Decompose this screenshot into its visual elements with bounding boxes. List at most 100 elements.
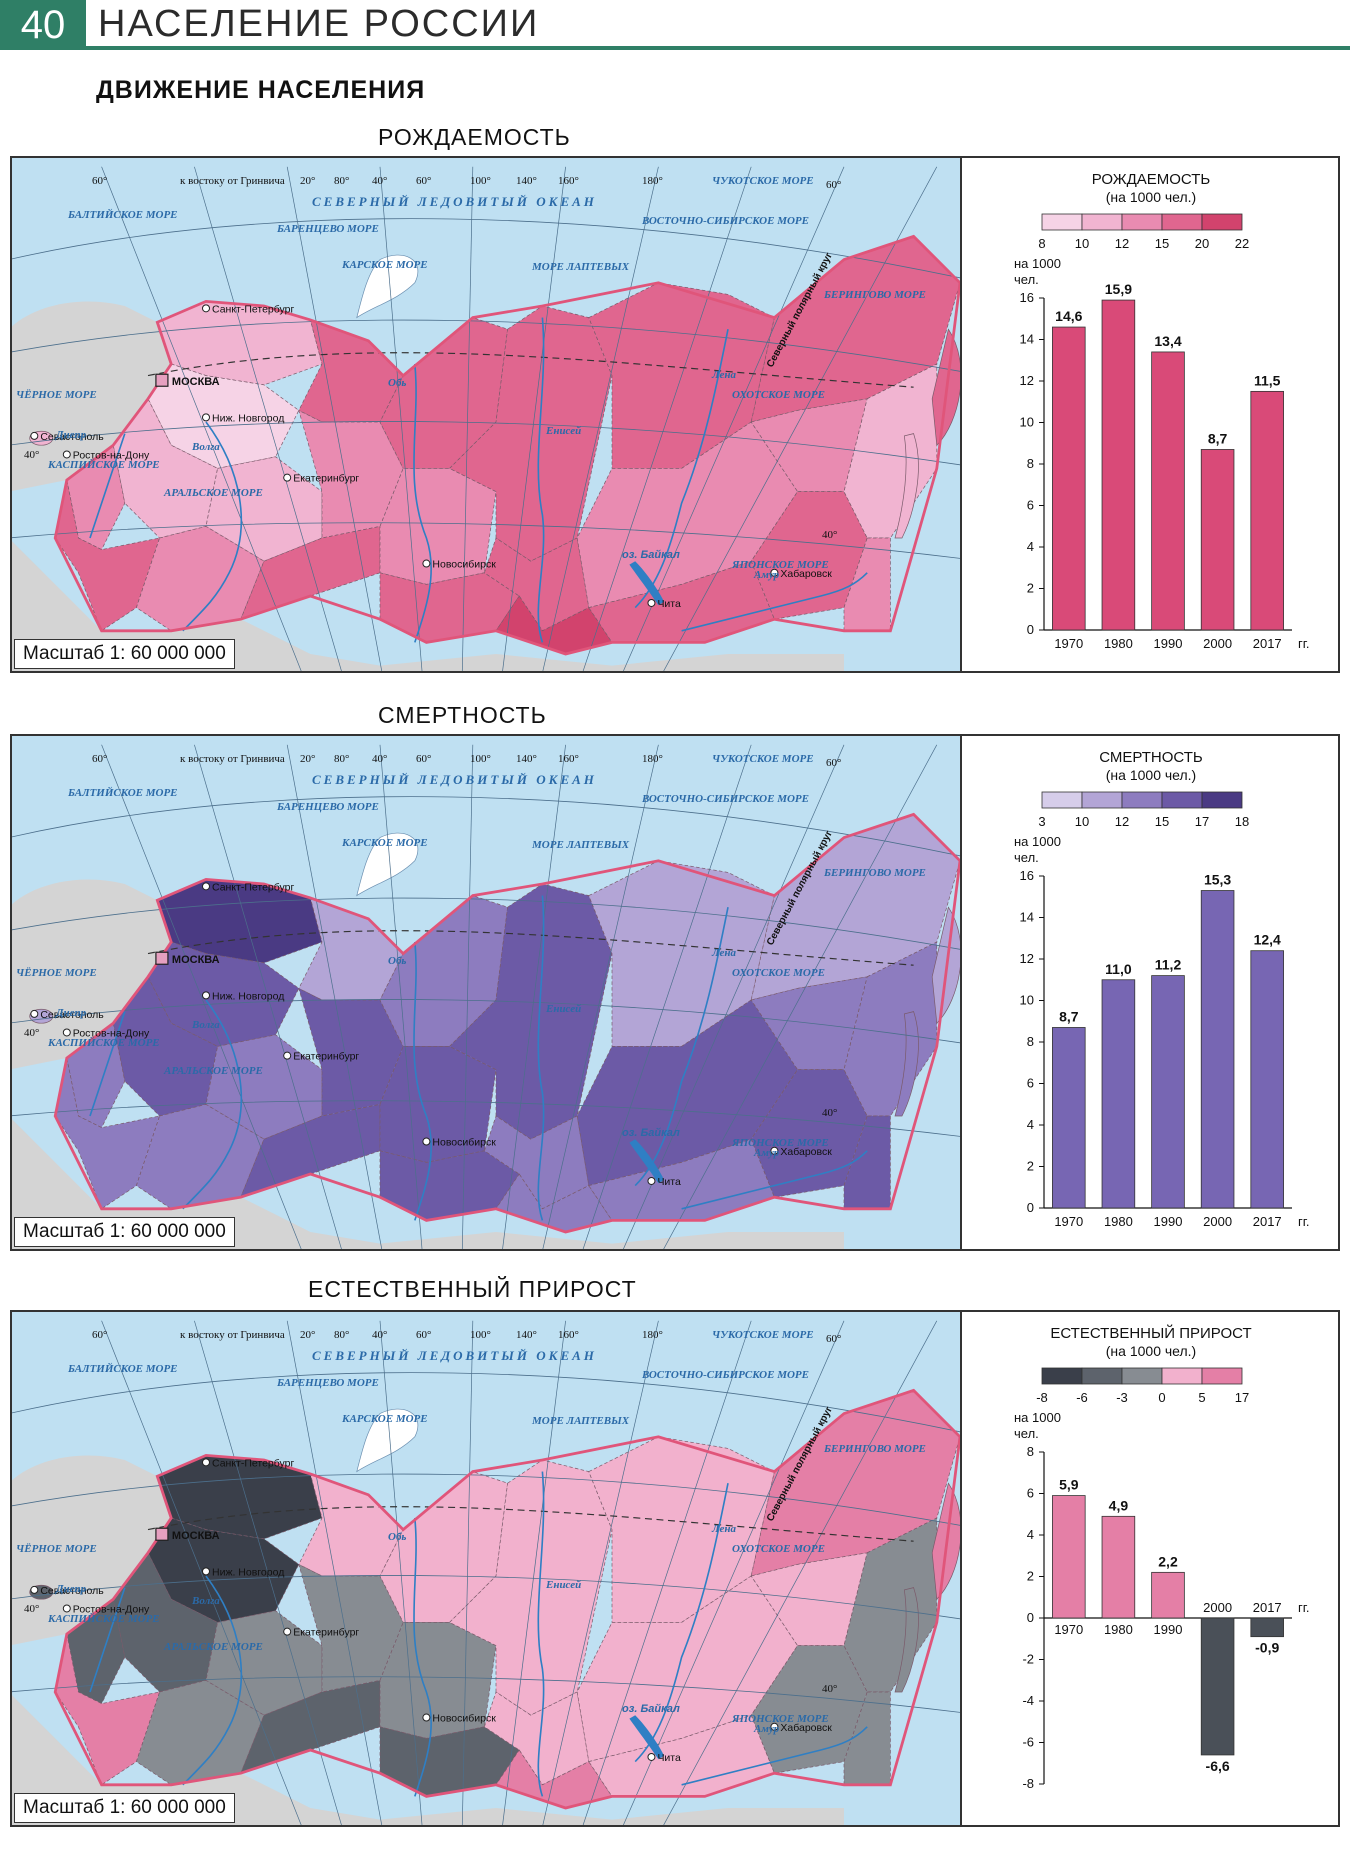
graticule-meridian (101, 744, 302, 1249)
graticule-meridian (502, 166, 566, 671)
sea-label: КАРСКОЕ МОРЕ (341, 837, 428, 849)
graticule-parallel (12, 319, 960, 372)
x-tick-label: 2017 (1253, 1214, 1282, 1229)
bar-value-label: -0,9 (1255, 1640, 1279, 1656)
graticule-meridian (623, 1320, 845, 1825)
y-tick-label: -2 (1022, 1652, 1034, 1667)
y-tick-label: 2 (1027, 1569, 1034, 1584)
grid-label: 80° (334, 175, 349, 187)
legend-tick: 3 (1038, 814, 1045, 829)
bar (1250, 1617, 1284, 1638)
river (634, 1483, 729, 1763)
legend-swatch (1201, 213, 1243, 231)
city-label: Новосибирск (432, 1713, 496, 1725)
region (379, 317, 508, 469)
bar (1101, 979, 1136, 1209)
grid-label: 20° (300, 1329, 315, 1341)
legend-tick: -8 (1036, 1390, 1048, 1405)
river (89, 433, 126, 539)
x-tick-label: 2017 (1253, 636, 1282, 651)
grid-label: 180° (642, 175, 663, 187)
x-axis-unit: гг. (1298, 636, 1310, 651)
sea-label: ВОСТОЧНО-СИБИРСКОЕ МОРЕ (641, 1369, 809, 1381)
bar (1250, 950, 1284, 1209)
legend-tick: -3 (1116, 1390, 1128, 1405)
bar (1052, 1027, 1086, 1209)
grid-label: к востоку от Гринвича (180, 1329, 285, 1341)
arctic-circle-line (147, 352, 914, 388)
bar-value-label: 8,7 (1059, 1008, 1079, 1024)
region (379, 1046, 497, 1163)
foreign-land (12, 1119, 844, 1249)
legend-tick: 18 (1235, 814, 1249, 829)
graticule-meridian (194, 1320, 342, 1825)
graticule-meridian (194, 166, 342, 671)
bar-value-label: -6,6 (1206, 1758, 1230, 1774)
river (537, 1471, 545, 1797)
city-label: Санкт-Петербург (212, 303, 295, 315)
lake-baikal (629, 1715, 665, 1760)
y-tick-label: 10 (1020, 993, 1034, 1008)
river-label: Днепр (55, 429, 87, 441)
y-tick-label: 0 (1027, 1200, 1034, 1215)
graticule-meridian (461, 1320, 474, 1825)
y-tick-label: 8 (1027, 1444, 1034, 1459)
river-label: Лена (711, 947, 737, 959)
grid-label: 20° (300, 753, 315, 765)
capital-marker (155, 951, 169, 965)
grid-label: 80° (334, 753, 349, 765)
city-marker (202, 1458, 210, 1467)
region (135, 1104, 265, 1210)
city-marker (202, 304, 210, 313)
sea-label: ВОСТОЧНО-СИБИРСКОЕ МОРЕ (641, 793, 809, 805)
capital-label: МОСКВА (172, 376, 220, 388)
graticule-parallel (12, 522, 960, 559)
foreign-land (12, 1455, 172, 1645)
graticule-parallel (12, 1100, 960, 1137)
city-marker (770, 568, 779, 577)
map-body (12, 744, 960, 1249)
grid-label: 60° (92, 175, 107, 187)
y-axis-label: на 1000 (1014, 834, 1061, 849)
river-label: Волга (191, 441, 220, 453)
ocean-label: СЕВЕРНЫЙ ЛЕДОВИТЫЙ ОКЕАН (312, 194, 597, 209)
grid-label: 60° (826, 757, 841, 769)
grid-label: 160° (558, 175, 579, 187)
grid-label: к востоку от Гринвича (180, 175, 285, 187)
grid-label: 60° (416, 175, 431, 187)
y-tick-label: 2 (1027, 1159, 1034, 1174)
bar (1200, 890, 1235, 1209)
y-axis-label-unit: чел. (1014, 1426, 1039, 1441)
lake-label: оз. Байкал (622, 1703, 680, 1715)
legend-swatch (1121, 791, 1163, 809)
city-label: Новосибирск (432, 1137, 496, 1149)
x-tick-label: 1970 (1054, 636, 1083, 651)
legend-tick: 12 (1115, 814, 1129, 829)
sea-label: БАРЕНЦЕВО МОРЕ (276, 801, 379, 813)
region (147, 1517, 300, 1623)
y-tick-label: 4 (1027, 1117, 1034, 1132)
sea-label: АРАЛЬСКОЕ МОРЕ (163, 487, 263, 499)
river-label: Енисей (545, 1003, 581, 1015)
y-axis-label: на 1000 (1014, 256, 1061, 271)
y-tick-label: 4 (1027, 539, 1034, 554)
city-label: Ниж. Новгород (212, 990, 284, 1002)
sea-label: БАРЕНЦЕВО МОРЕ (276, 1377, 379, 1389)
graticule-meridian (542, 744, 659, 1249)
graticule-meridian (542, 1320, 659, 1825)
region-sakhalin (894, 433, 919, 539)
capital-label: МОСКВА (172, 954, 220, 966)
grid-label: 160° (558, 753, 579, 765)
region (135, 526, 265, 632)
y-tick-label: 6 (1027, 1486, 1034, 1501)
capital-label: МОСКВА (172, 1530, 220, 1542)
grid-label: 40° (372, 175, 387, 187)
y-tick-label: 12 (1020, 373, 1034, 388)
grid-label: 140° (516, 175, 537, 187)
foreign-land (12, 541, 844, 671)
river-label: Волга (191, 1019, 220, 1031)
grid-label: 160° (558, 1329, 579, 1341)
city-label: Ниж. Новгород (212, 1566, 284, 1578)
map-title-growth: ЕСТЕСТВЕННЫЙ ПРИРОСТ (308, 1276, 637, 1302)
x-axis-unit: гг. (1298, 1600, 1310, 1615)
